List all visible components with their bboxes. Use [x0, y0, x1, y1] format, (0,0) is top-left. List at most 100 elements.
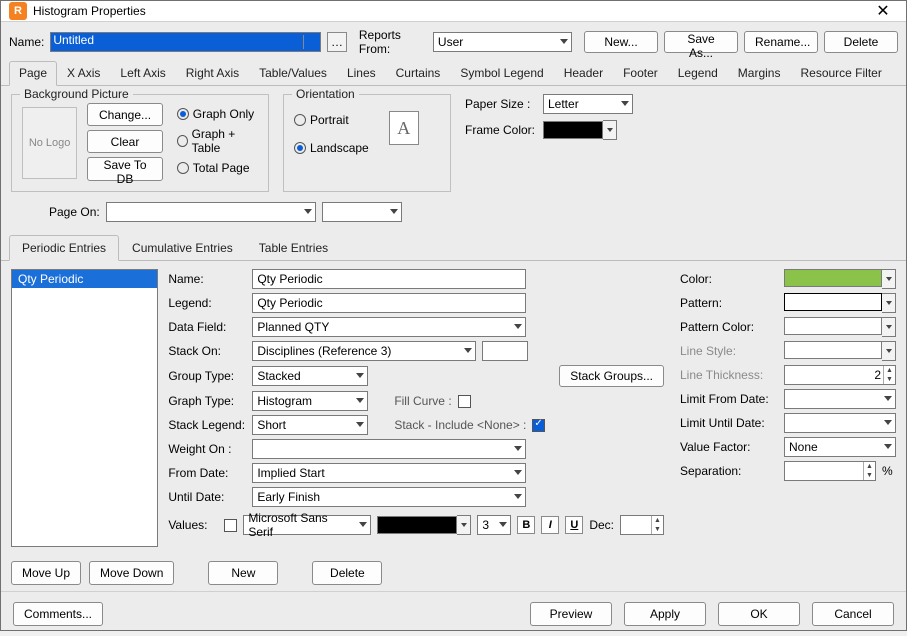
new-entry-button[interactable]: New [208, 561, 278, 585]
tab-resource-filter[interactable]: Resource Filter [790, 61, 891, 86]
save-as-button[interactable]: Save As... [664, 31, 738, 53]
font-size-select[interactable]: 3 [477, 515, 511, 535]
name-input[interactable]: Untitled [50, 32, 321, 52]
tab-header[interactable]: Header [554, 61, 613, 86]
portrait-radio[interactable]: Portrait [294, 113, 369, 127]
tab-left-axis[interactable]: Left Axis [110, 61, 175, 86]
graph-only-radio[interactable]: Graph Only [177, 107, 258, 121]
chevron-down-icon[interactable] [882, 293, 896, 313]
landscape-radio[interactable]: Landscape [294, 141, 369, 155]
move-up-button[interactable]: Move Up [11, 561, 81, 585]
chevron-down-icon[interactable] [457, 515, 471, 535]
entry-actions: Move Up Move Down New Delete [1, 555, 906, 591]
name-browse-button[interactable]: … [327, 32, 347, 52]
stack-groups-button[interactable]: Stack Groups... [559, 365, 664, 387]
line-thickness-spinner[interactable]: 2▲▼ [784, 365, 896, 385]
values-checkbox[interactable] [224, 519, 237, 532]
preview-button[interactable]: Preview [530, 602, 612, 626]
new-button[interactable]: New... [584, 31, 658, 53]
move-down-button[interactable]: Move Down [89, 561, 174, 585]
graph-table-radio[interactable]: Graph + Table [177, 127, 258, 155]
tab-symbol-legend[interactable]: Symbol Legend [450, 61, 553, 86]
pattern-color-picker[interactable] [784, 317, 896, 337]
radio-icon [177, 162, 189, 174]
chevron-down-icon[interactable] [603, 120, 617, 140]
tab-margins[interactable]: Margins [728, 61, 791, 86]
clear-button[interactable]: Clear [87, 130, 163, 153]
cancel-button[interactable]: Cancel [812, 602, 894, 626]
bold-button[interactable]: B [517, 516, 535, 534]
save-to-db-button[interactable]: Save To DB [87, 157, 163, 181]
underline-button[interactable]: U [565, 516, 583, 534]
list-item[interactable]: Qty Periodic [12, 270, 157, 288]
total-page-radio[interactable]: Total Page [177, 161, 258, 175]
until-date-select[interactable]: Early Finish [252, 487, 526, 507]
tab-lines[interactable]: Lines [337, 61, 386, 86]
reports-from-select[interactable]: User [433, 32, 572, 52]
delete-entry-button[interactable]: Delete [312, 561, 382, 585]
ok-button[interactable]: OK [718, 602, 800, 626]
comments-button[interactable]: Comments... [13, 602, 103, 626]
tab-footer[interactable]: Footer [613, 61, 668, 86]
fill-curve-checkbox[interactable] [458, 395, 471, 408]
data-field-select[interactable]: Planned QTY [252, 317, 526, 337]
from-date-select[interactable]: Implied Start [252, 463, 526, 483]
stack-on-label: Stack On: [168, 344, 246, 358]
color-label: Color: [680, 272, 778, 286]
tab-curtains[interactable]: Curtains [386, 61, 451, 86]
pattern-picker[interactable] [784, 293, 896, 313]
limit-from-date-select[interactable] [784, 389, 896, 409]
page-on-select-1[interactable] [106, 202, 316, 222]
histogram-properties-window: R Histogram Properties ✕ Name: Untitled … [0, 0, 907, 631]
stack-include-none-label: Stack - Include <None> : [374, 418, 526, 432]
frame-color-picker[interactable] [543, 120, 617, 140]
tab-legend[interactable]: Legend [668, 61, 728, 86]
entries-list[interactable]: Qty Periodic [11, 269, 158, 547]
page-on-select-2[interactable] [322, 202, 402, 222]
chevron-down-icon[interactable] [882, 341, 896, 361]
name-label: Name: [9, 35, 44, 49]
separation-spinner[interactable]: ▲▼ [784, 461, 876, 481]
dec-spinner[interactable]: ▲▼ [620, 515, 664, 535]
graph-type-label: Graph Type: [168, 394, 246, 408]
italic-button[interactable]: I [541, 516, 559, 534]
apply-button[interactable]: Apply [624, 602, 706, 626]
stack-include-none-checkbox[interactable] [532, 419, 545, 432]
paper-size-select[interactable]: Letter [543, 94, 633, 114]
separation-label: Separation: [680, 464, 778, 478]
close-icon[interactable]: ✕ [868, 1, 898, 21]
tab-cumulative-entries[interactable]: Cumulative Entries [119, 235, 246, 261]
tab-x-axis[interactable]: X Axis [57, 61, 110, 86]
change-button[interactable]: Change... [87, 103, 163, 126]
stack-on-extra-input[interactable] [482, 341, 528, 361]
separation-unit: % [882, 464, 893, 478]
group-type-label: Group Type: [168, 369, 246, 383]
tab-table-values[interactable]: Table/Values [249, 61, 337, 86]
entry-name-input[interactable] [252, 269, 526, 289]
dialog-buttons: Comments... Preview Apply OK Cancel [1, 591, 906, 636]
stack-legend-select[interactable]: Short [252, 415, 368, 435]
entry-legend-input[interactable] [252, 293, 526, 313]
graph-type-select[interactable]: Histogram [252, 391, 368, 411]
value-factor-select[interactable]: None [784, 437, 896, 457]
chevron-down-icon[interactable] [882, 317, 896, 337]
color-picker[interactable] [784, 269, 896, 289]
chevron-down-icon[interactable] [882, 269, 896, 289]
limit-until-date-select[interactable] [784, 413, 896, 433]
weight-on-select[interactable] [252, 439, 526, 459]
tab-page[interactable]: Page [9, 61, 57, 86]
group-type-select[interactable]: Stacked [252, 366, 368, 386]
main-tabs: Page X Axis Left Axis Right Axis Table/V… [1, 60, 906, 86]
stack-on-select[interactable]: Disciplines (Reference 3) [252, 341, 476, 361]
font-color-picker[interactable] [377, 515, 471, 535]
tab-right-axis[interactable]: Right Axis [176, 61, 249, 86]
font-select[interactable]: Microsoft Sans Serif [243, 515, 371, 535]
line-style-label: Line Style: [680, 344, 778, 358]
delete-button[interactable]: Delete [824, 31, 898, 53]
rename-button[interactable]: Rename... [744, 31, 818, 53]
tab-table-entries[interactable]: Table Entries [246, 235, 341, 261]
tab-periodic-entries[interactable]: Periodic Entries [9, 235, 119, 261]
line-style-picker[interactable] [784, 341, 896, 361]
pattern-color-swatch [784, 317, 882, 335]
orientation-group: Orientation Portrait Landscape A [283, 94, 451, 192]
